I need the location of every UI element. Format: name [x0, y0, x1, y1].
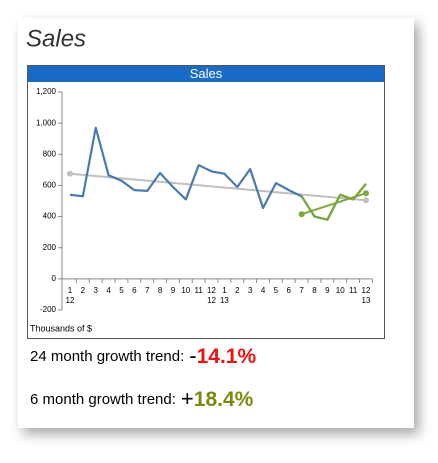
- x-tick-label: 10: [181, 286, 190, 295]
- y-tick-label: 1,000: [36, 118, 57, 127]
- x-tick-label: 7: [299, 286, 304, 295]
- x-tick-label: 11: [195, 286, 204, 295]
- x-tick-label: 9: [171, 286, 176, 295]
- series-line: [300, 183, 367, 221]
- x-tick-label: 10: [336, 286, 345, 295]
- trend-point: [298, 211, 305, 218]
- kpi-value: 14.1%: [197, 345, 257, 368]
- x-tick-label: 3: [94, 286, 99, 295]
- chart-title: Sales: [190, 66, 223, 81]
- trend-point: [363, 197, 369, 204]
- x-tick-label: 12: [362, 286, 371, 295]
- x-tick-label: 4: [261, 286, 266, 295]
- kpi-value: 18.4%: [194, 388, 254, 411]
- y-tick-label: 0: [52, 274, 57, 283]
- y-tick-label: 200: [43, 243, 57, 252]
- y-tick-label: 1,200: [36, 87, 57, 96]
- x-tick-label: 9: [325, 286, 330, 295]
- x-tick-label: 8: [312, 286, 317, 295]
- y-tick-label: 400: [43, 212, 57, 221]
- x-tick-label: 1: [68, 286, 73, 295]
- x-tick-label: 8: [158, 286, 163, 295]
- x-tick-label: 2: [81, 286, 86, 295]
- trend-line: [69, 172, 367, 202]
- kpi: 24 month growth trend: -14.1%: [30, 343, 256, 368]
- x-tick-label: 1: [222, 286, 227, 295]
- kpi-sign: -: [189, 343, 196, 368]
- chart-header: [28, 66, 384, 82]
- x-year-label: 12: [207, 296, 216, 305]
- x-tick-label: 6: [287, 286, 292, 295]
- kpi-sign: +: [181, 386, 194, 411]
- trend-point: [67, 170, 73, 177]
- x-tick-label: 2: [235, 286, 240, 295]
- x-tick-label: 6: [132, 286, 137, 295]
- y-tick-label: 600: [43, 181, 57, 190]
- x-tick-label: 12: [207, 286, 216, 295]
- x-tick-label: 5: [274, 286, 279, 295]
- x-tick-label: 5: [119, 286, 124, 295]
- y-axis-label: Thousands of $: [30, 323, 92, 333]
- kpi: 6 month growth trend: +18.4%: [30, 386, 254, 411]
- kpi-label: 6 month growth trend:: [30, 391, 176, 408]
- widget-title: Sales: [26, 25, 86, 52]
- trend-point: [363, 190, 369, 197]
- x-tick-label: 3: [248, 286, 253, 295]
- y-tick-label: -200: [40, 305, 57, 314]
- x-tick-label: 11: [349, 286, 358, 295]
- x-tick-label: 7: [145, 286, 150, 295]
- y-tick-label: 800: [43, 149, 57, 158]
- x-year-label: 13: [220, 296, 229, 305]
- x-tick-label: 4: [106, 286, 111, 295]
- kpi-label: 24 month growth trend:: [30, 348, 184, 365]
- chart-frame: [27, 65, 385, 339]
- kpis: 24 month growth trend: -14.1% 6 month grow…: [30, 343, 256, 411]
- x-year-label: 12: [66, 296, 75, 305]
- x-year-label: 13: [362, 296, 371, 305]
